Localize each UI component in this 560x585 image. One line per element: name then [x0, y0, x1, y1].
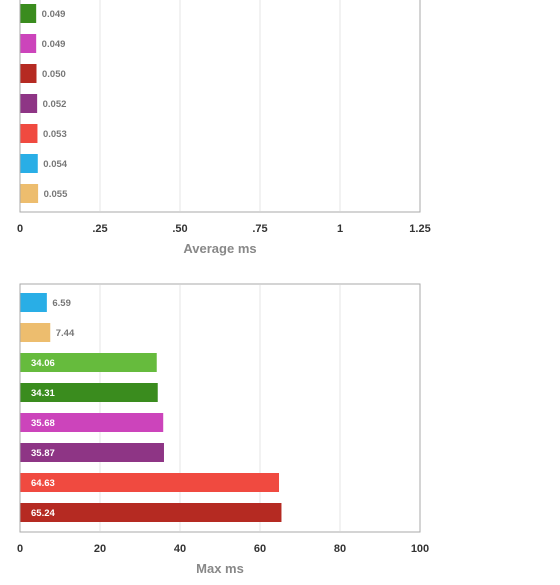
chart-1: 0 .25 .50 .75 1 1.25 0.049 0.049 0.050 0.052 0.053…: [17, 0, 431, 256]
bar-value-label: 0.050: [42, 69, 66, 80]
bar: [20, 154, 38, 173]
plot-area: [19, 0, 421, 213]
bar-value-label: 34.06: [31, 358, 55, 369]
bar: [20, 383, 158, 402]
x-tick-label: 0: [17, 543, 23, 555]
bar: [20, 503, 282, 522]
bar-value-label: 35.87: [31, 448, 55, 459]
x-tick-label: .50: [172, 223, 187, 235]
bar: [20, 94, 38, 113]
bar: [20, 124, 38, 143]
bar: [20, 34, 37, 53]
x-tick-label: .25: [92, 223, 107, 235]
x-tick-label: 60: [254, 543, 266, 555]
bar-value-label: 0.055: [44, 189, 68, 200]
x-tick-label: 1.25: [409, 223, 430, 235]
x-tick-label: 40: [174, 543, 186, 555]
bar: [20, 413, 164, 432]
x-tick-label: 1: [337, 223, 343, 235]
bar-value-label: 34.31: [31, 388, 55, 399]
bar: [20, 184, 39, 203]
bar-value-label: 7.44: [56, 328, 75, 339]
chart-2: 0 20 40 60 80 100 6.59 7.44 34.06 34.31 35.68 35.87…: [17, 283, 429, 576]
x-tick-label: 0: [17, 223, 23, 235]
bar-value-label: 0.054: [43, 159, 67, 170]
x-tick-label: 100: [411, 543, 429, 555]
plot-area: [19, 283, 421, 533]
x-tick-label: 80: [334, 543, 346, 555]
bar: [20, 64, 37, 83]
bar: [20, 4, 37, 23]
bar-value-label: 35.68: [31, 418, 55, 429]
bar-value-label: 6.59: [52, 298, 71, 309]
bar-value-label: 0.053: [43, 129, 67, 140]
bar: [20, 473, 280, 492]
x-tick-label: .75: [252, 223, 267, 235]
bar: [20, 443, 164, 462]
bar-value-label: 0.049: [42, 9, 66, 20]
x-axis-label: Max ms: [196, 561, 244, 576]
bar: [20, 293, 47, 312]
x-tick-label: 20: [94, 543, 106, 555]
bar-value-label: 0.052: [43, 99, 67, 110]
bar: [20, 353, 157, 372]
bar: [20, 323, 51, 342]
bar-value-label: 0.049: [42, 39, 66, 50]
x-axis-label: Average ms: [183, 241, 256, 256]
bar-value-label: 65.24: [31, 508, 55, 519]
bar-value-label: 64.63: [31, 478, 55, 489]
